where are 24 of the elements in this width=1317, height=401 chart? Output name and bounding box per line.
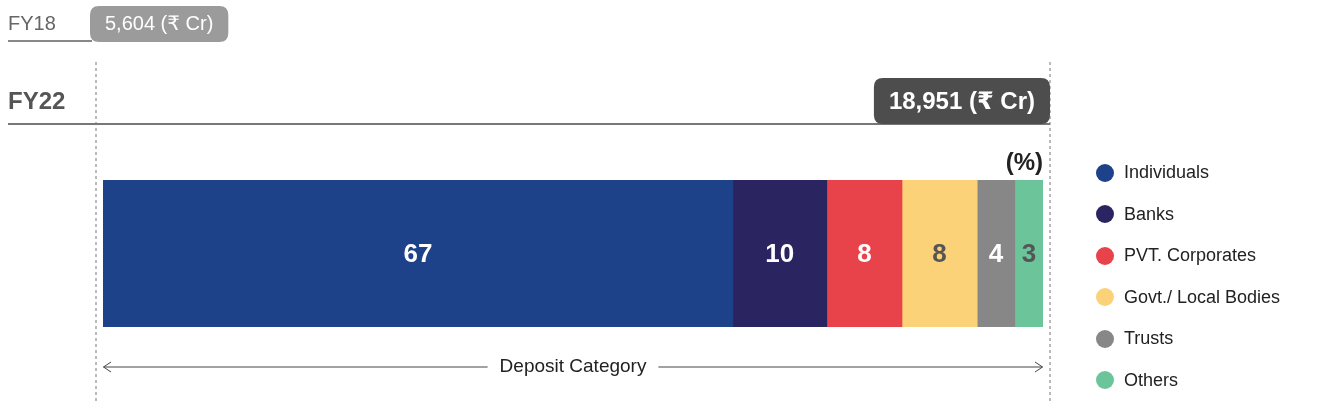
text: (%) <box>1005 147 1043 175</box>
bar <box>976 180 1016 327</box>
legend-label: Banks <box>1124 203 1175 225</box>
bar <box>826 180 903 327</box>
x-axis-title: Deposit Category <box>499 355 647 377</box>
bar <box>732 180 828 327</box>
data-label: 4 <box>988 237 1004 268</box>
legend-label: Individuals <box>1124 162 1210 184</box>
data-label: 8 <box>857 237 872 268</box>
text: 18,951 (₹ Cr) <box>888 86 1036 114</box>
text: FY22 <box>8 86 66 114</box>
bar <box>103 180 734 327</box>
text: 5,604 (₹ Cr) <box>105 11 214 34</box>
legend-label: Govt./ Local Bodies <box>1124 286 1281 308</box>
legend-label: Trusts <box>1124 328 1174 350</box>
legend-label: PVT. Corporates <box>1124 245 1257 267</box>
data-label: 10 <box>765 237 795 268</box>
text: FY18 <box>8 11 56 34</box>
legend-label: Others <box>1124 369 1179 391</box>
data-label: 3 <box>1021 237 1037 268</box>
bar <box>1014 180 1043 327</box>
data-label: 67 <box>403 237 433 268</box>
data-label: 8 <box>932 237 947 268</box>
bar <box>901 180 978 327</box>
